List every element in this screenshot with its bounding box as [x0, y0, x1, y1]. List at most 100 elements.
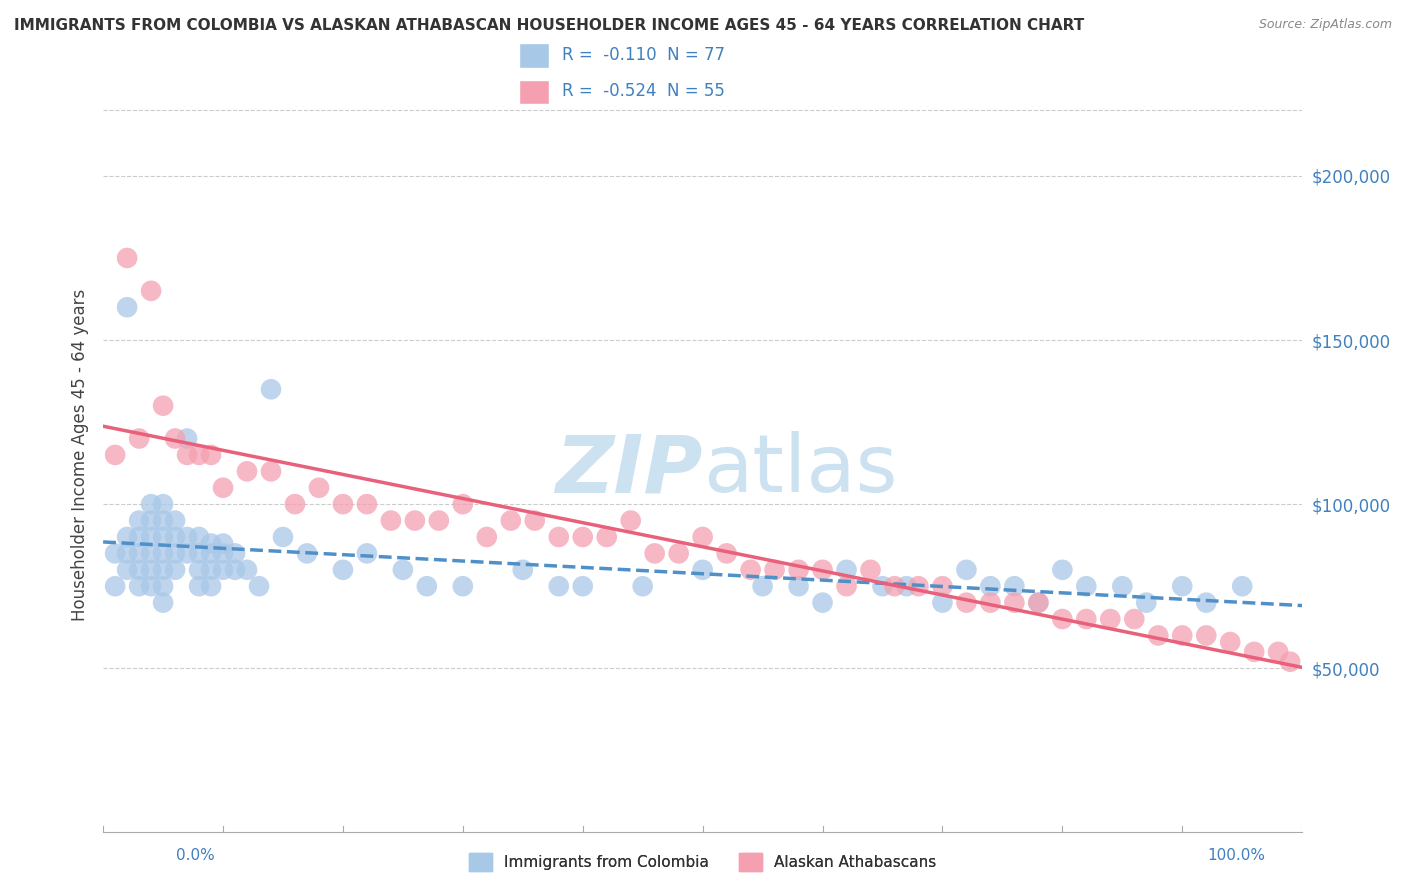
Text: R =  -0.524  N = 55: R = -0.524 N = 55 [562, 82, 724, 100]
Point [128, 579, 150, 593]
Point [896, 579, 918, 593]
Point [512, 563, 534, 577]
Point [523, 514, 546, 528]
Point [115, 546, 138, 560]
Point [835, 579, 858, 593]
Point [1076, 579, 1098, 593]
Point [212, 546, 235, 560]
Point [176, 530, 198, 544]
Point [152, 530, 174, 544]
Point [1111, 579, 1133, 593]
Point [740, 563, 762, 577]
Point [811, 563, 834, 577]
Point [165, 563, 187, 577]
Point [1123, 612, 1146, 626]
Point [152, 579, 174, 593]
Point [787, 563, 810, 577]
Point [332, 497, 354, 511]
Point [427, 514, 450, 528]
Point [115, 563, 138, 577]
Point [332, 563, 354, 577]
Point [499, 514, 522, 528]
Point [212, 536, 235, 550]
Y-axis label: Householder Income Ages 45 - 64 years: Householder Income Ages 45 - 64 years [72, 289, 89, 621]
Point [475, 530, 498, 544]
Point [260, 382, 283, 396]
Point [1195, 596, 1218, 610]
Point [224, 563, 246, 577]
Point [380, 514, 402, 528]
Point [152, 399, 174, 413]
Point [692, 530, 714, 544]
Point [165, 514, 187, 528]
Point [859, 563, 882, 577]
Point [128, 530, 150, 544]
Point [1243, 645, 1265, 659]
Point [931, 596, 953, 610]
Point [139, 546, 162, 560]
Point [152, 563, 174, 577]
Point [188, 530, 211, 544]
Point [200, 536, 222, 550]
Point [1171, 579, 1194, 593]
Point [571, 579, 593, 593]
Point [165, 432, 187, 446]
Point [115, 251, 138, 265]
Point [1052, 612, 1074, 626]
Point [1052, 563, 1074, 577]
Point [931, 579, 953, 593]
Point [571, 530, 593, 544]
Point [236, 464, 259, 478]
Point [1267, 645, 1289, 659]
Point [883, 579, 905, 593]
Point [139, 530, 162, 544]
Point [212, 563, 235, 577]
Text: R =  -0.110  N = 77: R = -0.110 N = 77 [562, 45, 725, 63]
Point [152, 514, 174, 528]
Point [128, 546, 150, 560]
Text: 0.0%: 0.0% [176, 848, 215, 863]
Point [139, 579, 162, 593]
Point [176, 448, 198, 462]
Point [596, 530, 619, 544]
Point [1002, 596, 1025, 610]
Text: Source: ZipAtlas.com: Source: ZipAtlas.com [1258, 18, 1392, 31]
Point [200, 546, 222, 560]
Point [308, 481, 330, 495]
Point [104, 448, 127, 462]
Point [284, 497, 307, 511]
Point [188, 448, 211, 462]
Point [1135, 596, 1157, 610]
Point [751, 579, 773, 593]
Point [955, 563, 977, 577]
Point [212, 481, 235, 495]
Point [139, 514, 162, 528]
Point [165, 546, 187, 560]
Text: ZIP: ZIP [555, 431, 703, 509]
Point [115, 530, 138, 544]
FancyBboxPatch shape [519, 79, 550, 104]
Point [1219, 635, 1241, 649]
Point [763, 563, 786, 577]
Point [451, 497, 474, 511]
FancyBboxPatch shape [519, 44, 550, 68]
Point [200, 579, 222, 593]
Point [1099, 612, 1122, 626]
Point [104, 546, 127, 560]
Point [139, 563, 162, 577]
Point [152, 546, 174, 560]
Point [979, 579, 1001, 593]
Point [835, 563, 858, 577]
Point [176, 546, 198, 560]
Point [907, 579, 929, 593]
Point [104, 579, 127, 593]
Point [547, 530, 569, 544]
Point [188, 579, 211, 593]
Point [236, 563, 259, 577]
Point [128, 432, 150, 446]
Point [955, 596, 977, 610]
Point [139, 497, 162, 511]
Point [1076, 612, 1098, 626]
Point [979, 596, 1001, 610]
Point [392, 563, 415, 577]
